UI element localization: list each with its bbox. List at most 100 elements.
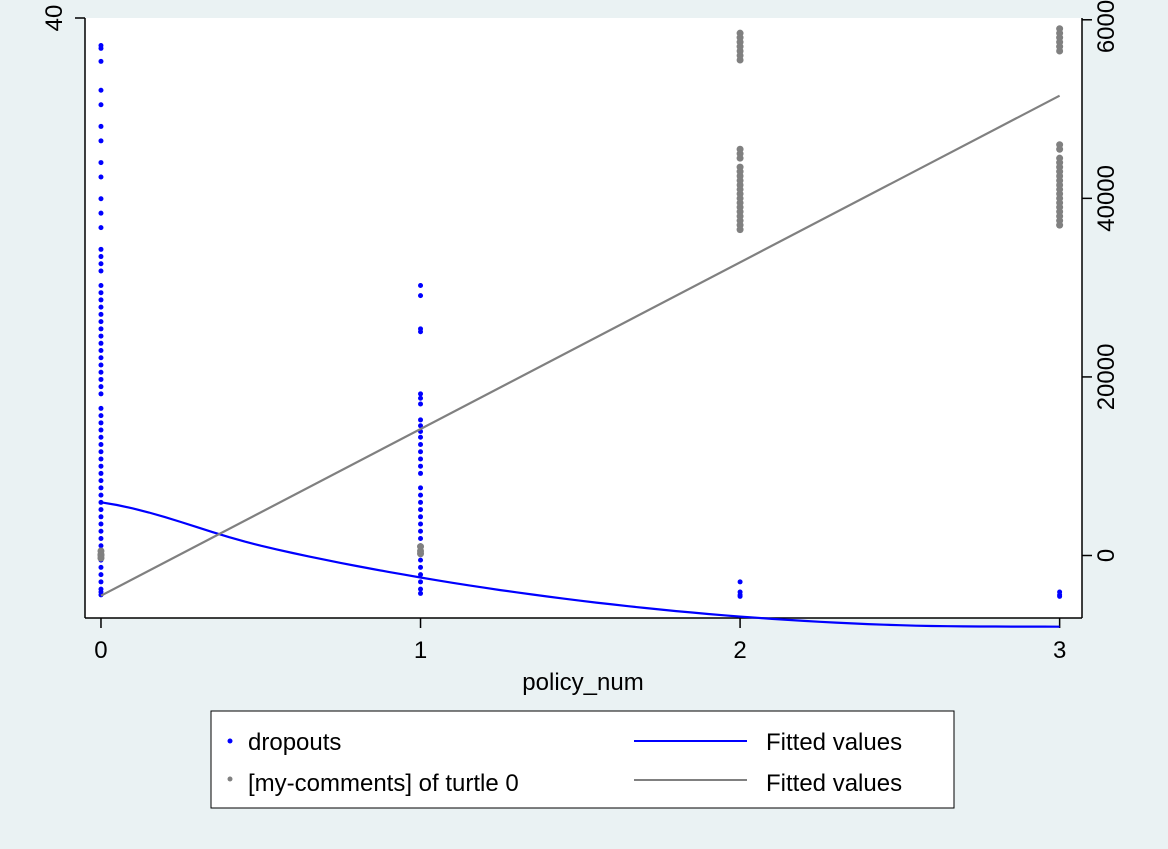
data-point: [98, 521, 104, 527]
data-point: [98, 492, 104, 498]
data-point: [418, 514, 424, 520]
data-point: [98, 45, 104, 51]
data-point: [98, 304, 104, 310]
data-point: [98, 449, 104, 455]
data-point: [737, 593, 743, 599]
x-tick-label: 1: [414, 637, 427, 664]
legend-marker-dropouts: [227, 738, 233, 744]
right-tick-label: 0: [1093, 549, 1120, 562]
data-point: [98, 102, 104, 108]
data-point: [98, 58, 104, 64]
fitted-line: [100, 501, 1060, 628]
data-point: [98, 297, 104, 303]
data-point: [98, 507, 104, 513]
data-point: [418, 282, 424, 288]
data-point: [98, 326, 104, 332]
data-point: [418, 329, 424, 335]
data-point: [98, 196, 104, 202]
data-point: [418, 499, 424, 505]
legend-label-fitted-gray: Fitted values: [766, 770, 902, 797]
data-point: [98, 478, 104, 484]
data-point: [98, 319, 104, 325]
legend-marker-my-comments: [227, 776, 233, 782]
data-point: [98, 261, 104, 267]
data-point: [98, 470, 104, 476]
data-point: [418, 579, 424, 585]
data-point: [418, 442, 424, 448]
data-point: [98, 225, 104, 231]
data-point: [418, 293, 424, 299]
x-tick-label: 2: [733, 637, 746, 664]
data-point: [98, 333, 104, 339]
data-point: [98, 543, 104, 549]
data-point: [98, 246, 104, 252]
right-tick-label: 40000: [1093, 165, 1120, 232]
plot-area: [85, 18, 1082, 618]
data-point: [418, 507, 424, 513]
data-point: [418, 456, 424, 462]
data-point: [98, 420, 104, 426]
data-point: [418, 528, 424, 534]
left-axis-ticks: 40: [41, 5, 85, 32]
data-point: [418, 521, 424, 527]
data-point: [98, 434, 104, 440]
data-point: [418, 572, 424, 578]
legend-label-fitted-blue: Fitted values: [766, 729, 902, 756]
data-point: [98, 514, 104, 520]
data-point: [98, 442, 104, 448]
data-point: [98, 384, 104, 390]
right-axis-ticks: 0 20000 40000 60000: [1082, 0, 1120, 562]
data-point: [98, 564, 104, 570]
data-point: [418, 449, 424, 455]
data-point: [98, 290, 104, 296]
legend-label-my-comments: [my-comments] of turtle 0: [248, 770, 519, 797]
data-point: [98, 160, 104, 166]
data-point: [1056, 221, 1064, 229]
data-point: [418, 470, 424, 476]
data-point: [1057, 593, 1063, 599]
data-point: [98, 348, 104, 354]
data-point: [418, 463, 424, 469]
data-point: [418, 492, 424, 498]
data-point: [98, 174, 104, 180]
data-point: [418, 535, 424, 541]
data-point: [418, 586, 424, 592]
data-point: [98, 456, 104, 462]
data-point: [98, 579, 104, 585]
data-point: [418, 590, 424, 596]
data-point: [97, 554, 105, 562]
data-point: [417, 550, 425, 558]
data-point: [1056, 145, 1064, 153]
series-0: [98, 42, 1063, 599]
x-axis-title: policy_num: [522, 669, 643, 696]
x-tick-label: 0: [94, 637, 107, 664]
series-layer: [97, 25, 1064, 628]
x-tick-label: 3: [1053, 637, 1066, 664]
data-point: [418, 557, 424, 563]
series-1: [97, 25, 1064, 562]
data-point: [417, 543, 425, 551]
data-point: [736, 226, 744, 234]
series-3: [100, 94, 1061, 597]
data-point: [98, 535, 104, 541]
data-point: [98, 254, 104, 260]
data-point: [98, 311, 104, 317]
data-point: [418, 434, 424, 440]
data-point: [418, 423, 424, 429]
data-point: [98, 572, 104, 578]
x-axis-ticks: 0 1 2 3: [94, 618, 1066, 664]
data-point: [418, 395, 424, 401]
right-tick-label: 60000: [1093, 0, 1120, 53]
data-point: [418, 401, 424, 407]
data-point: [98, 87, 104, 93]
data-point: [736, 154, 744, 162]
data-point: [98, 340, 104, 346]
data-point: [98, 282, 104, 288]
data-point: [418, 391, 424, 397]
data-point: [98, 138, 104, 144]
left-tick-label: 40: [41, 5, 68, 32]
data-point: [98, 413, 104, 419]
data-point: [98, 123, 104, 129]
data-point: [737, 579, 743, 585]
